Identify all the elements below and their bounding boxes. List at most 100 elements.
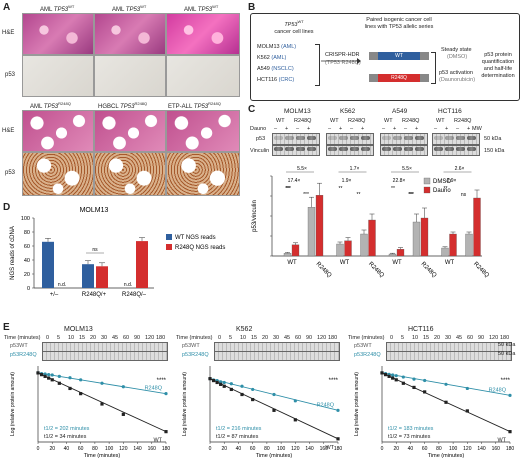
e-point-mut bbox=[508, 393, 512, 397]
e-x-tick-label: 100 bbox=[105, 446, 114, 452]
dauno-sign: + bbox=[307, 126, 311, 132]
e-kda-label: 50 kDa bbox=[498, 351, 516, 357]
p53-image-top-1 bbox=[22, 55, 94, 97]
c-significance: *** bbox=[303, 192, 309, 198]
d-ns-label: ns bbox=[92, 247, 98, 253]
e-point-wt bbox=[219, 382, 223, 386]
e-x-tick-label: 120 bbox=[463, 446, 472, 452]
c-significance: ** bbox=[409, 192, 413, 198]
e-point-mut bbox=[68, 376, 72, 380]
e-point-wt bbox=[50, 378, 54, 382]
c-bar bbox=[307, 207, 316, 257]
e-y-label: Log (relative protein amount) bbox=[182, 372, 188, 436]
vinculin-band bbox=[361, 147, 370, 151]
e-point-wt bbox=[208, 377, 212, 381]
dauno-sign: – bbox=[296, 126, 300, 132]
c-bar bbox=[473, 197, 481, 257]
e-point-mut bbox=[240, 384, 244, 388]
c-legend-swatch bbox=[423, 186, 431, 194]
p53-band bbox=[328, 136, 337, 140]
c-category-label: R248Q bbox=[472, 261, 490, 278]
blot-kda150-label: 150 kDa bbox=[484, 148, 505, 154]
c-legend-swatch bbox=[423, 177, 431, 185]
c-significance: ** bbox=[339, 186, 343, 192]
p53-band bbox=[404, 136, 413, 140]
c-bar bbox=[336, 243, 344, 257]
e-x-tick-label: 180 bbox=[162, 446, 171, 452]
c-fold-top: 1.7× bbox=[350, 166, 360, 172]
e-time-value: 60 bbox=[123, 335, 130, 341]
e-time-value: 120 bbox=[145, 335, 155, 341]
c-bar bbox=[441, 247, 449, 257]
e-mut-blot bbox=[214, 351, 340, 361]
blot-vinculin-label: Vinculin bbox=[250, 148, 270, 154]
c-significance: ** bbox=[444, 186, 448, 192]
c-bar bbox=[388, 253, 397, 257]
e-x-label: Time (minutes) bbox=[84, 453, 121, 459]
e-series-label: WT bbox=[325, 445, 334, 451]
e-halflife-wt: t1/2 = 34 minutes bbox=[44, 434, 87, 440]
panel-c-bar-chart: p53/vinculin WT R248Q WT R248Q WT R248Q WT R248Q… bbox=[252, 166, 490, 278]
p53-band bbox=[467, 136, 476, 140]
e-time-value: 180 bbox=[328, 335, 338, 341]
panel-a-title-bottom-2: HGBCL TP53R248Q bbox=[98, 101, 148, 110]
vinculin-band bbox=[307, 147, 316, 151]
e-point-wt bbox=[383, 373, 388, 377]
c-bar bbox=[420, 217, 429, 257]
e-point-wt bbox=[394, 378, 398, 382]
e-y-label: Log (relative protein amount) bbox=[354, 372, 360, 436]
dauno-sign: + bbox=[445, 126, 449, 132]
panel-a-row-label-p53-top: p53 bbox=[5, 72, 16, 78]
e-point-wt bbox=[43, 374, 47, 378]
e-point-wt bbox=[79, 392, 83, 396]
c-fold-bottom: 2.9× bbox=[447, 178, 457, 184]
e-time-value: 0 bbox=[46, 335, 50, 341]
e-mut-row-label: p53R248Q bbox=[354, 352, 381, 358]
p53-band bbox=[456, 136, 465, 140]
e-x-tick-label: 120 bbox=[291, 446, 300, 452]
p53-image-top-2 bbox=[94, 55, 166, 97]
e-halflife-wt: t1/2 = 87 minutes bbox=[216, 434, 259, 440]
panel-a-row-label-he-top: H&E bbox=[2, 30, 15, 36]
e-x-tick-label: 180 bbox=[506, 446, 515, 452]
r248q-construct: R248Q bbox=[369, 74, 429, 82]
d-y-label: NGS reads of cDNA bbox=[10, 226, 16, 280]
d-bar bbox=[96, 266, 108, 288]
e-point-mut bbox=[50, 373, 54, 377]
e-mut-blot bbox=[386, 351, 512, 361]
vinculin-band bbox=[404, 147, 413, 151]
dauno-sign: – bbox=[456, 126, 460, 132]
e-point-mut bbox=[412, 377, 416, 381]
vinculin-band bbox=[415, 147, 424, 151]
e-time-value: 15 bbox=[79, 335, 86, 341]
e-time-value: 60 bbox=[295, 335, 302, 341]
e-time-value: 15 bbox=[251, 335, 258, 341]
vinculin-band bbox=[456, 147, 465, 151]
e-point-wt bbox=[57, 381, 61, 385]
e-significance: **** bbox=[501, 378, 511, 384]
e-time-value: 90 bbox=[478, 335, 485, 341]
panel-a-title-bottom-1: AML TP53R248Q bbox=[30, 101, 71, 110]
bracket-right bbox=[431, 52, 436, 84]
dauno-sign: – bbox=[382, 126, 386, 132]
e-point-wt bbox=[229, 387, 233, 392]
d-category-label: +/– bbox=[50, 292, 59, 298]
e-time-value: 45 bbox=[112, 335, 119, 341]
e-point-mut bbox=[391, 373, 395, 377]
e-point-wt bbox=[391, 376, 395, 380]
e-point-mut bbox=[43, 372, 47, 376]
cell-line-hct116: HCT116 (CRC) bbox=[257, 77, 295, 83]
e-x-label: Time (minutes) bbox=[256, 453, 293, 459]
c-significance: ** bbox=[286, 186, 290, 192]
c-category-label: WT bbox=[392, 260, 402, 266]
e-decay-chart: 0 20 40 60 80 100 120 140 160 180 Time (minutes) Lo… bbox=[182, 366, 342, 459]
e-x-tick-label: 0 bbox=[381, 446, 384, 452]
c-bar bbox=[412, 221, 421, 257]
dauno-sign: – bbox=[350, 126, 354, 132]
e-x-tick-label: 40 bbox=[236, 446, 242, 452]
genotype-label-wt: WT bbox=[330, 118, 339, 124]
e-panel-title: MOLM13 bbox=[64, 326, 93, 333]
e-panel-title: HCT116 bbox=[408, 326, 434, 333]
e-x-tick-label: 60 bbox=[422, 446, 428, 452]
paired-header: Paired isogenic cancer cell lines with T… bbox=[364, 17, 434, 30]
